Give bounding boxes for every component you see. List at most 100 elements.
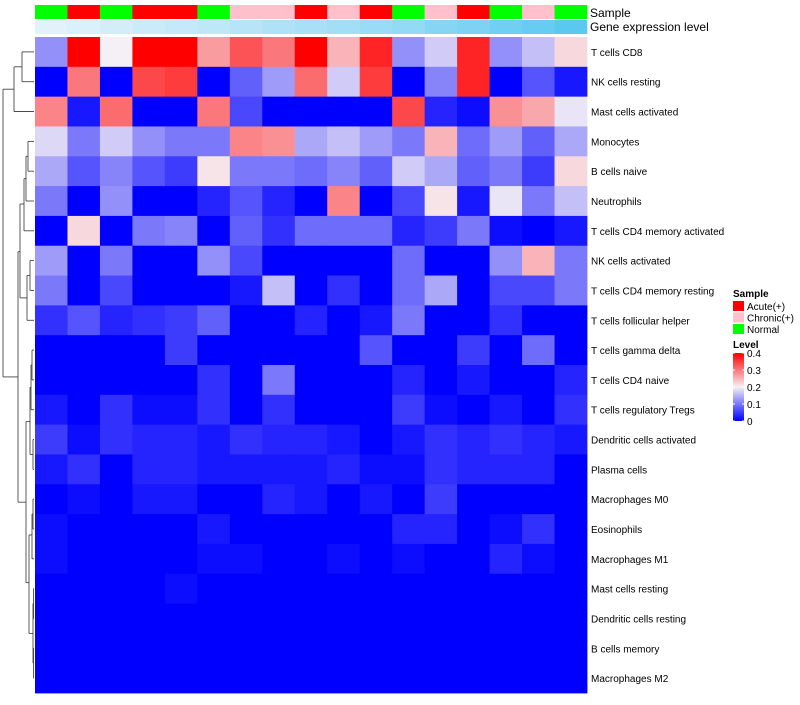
heatmap-cell: [35, 156, 68, 187]
heatmap-cell: [554, 335, 588, 366]
heatmap-cell: [457, 305, 490, 336]
heatmap-cell: [554, 573, 588, 604]
expression-annotation-cell: [164, 20, 198, 34]
heatmap-cell: [294, 335, 328, 366]
row-labels: T cells CD8 NK cells resting Mast cells ac…: [591, 48, 724, 685]
heatmap-cell: [99, 96, 133, 127]
sample-annotation-cell: [132, 5, 166, 19]
heatmap-cell: [457, 424, 490, 455]
sample-annotation-cell: [359, 5, 393, 19]
heatmap-cell: [99, 424, 133, 455]
heatmap-cell: [554, 245, 588, 276]
heatmap-cell: [197, 37, 231, 68]
heatmap-cell: [132, 156, 166, 187]
heatmap-cell: [522, 335, 555, 366]
sample-annotation-cell: [522, 5, 555, 19]
heatmap-cell: [554, 186, 588, 217]
heatmap-cell: [132, 245, 166, 276]
expression-annotation-cell: [294, 20, 328, 34]
row-label: NK cells resting: [591, 78, 660, 89]
heatmap-cell: [457, 484, 490, 515]
row-label: T cells CD4 memory activated: [591, 227, 724, 238]
heatmap-cell: [392, 365, 426, 396]
heatmap-cell: [164, 454, 198, 485]
heatmap-cell: [424, 66, 458, 98]
heatmap-cell: [99, 603, 133, 634]
legend: Sample Level Acute(+)Chronic(+)Normal 0.…: [733, 289, 794, 428]
heatmap-cell: [294, 96, 328, 127]
heatmap-cell: [262, 126, 296, 157]
heatmap-cell: [164, 245, 198, 276]
heatmap-cell: [522, 663, 555, 694]
heatmap-cell: [197, 156, 231, 187]
heatmap-cell: [327, 394, 361, 426]
heatmap-cell: [229, 484, 263, 515]
heatmap-cell: [392, 633, 426, 664]
expression-annotation-cell: [262, 20, 296, 34]
heatmap-cell: [359, 424, 393, 455]
heatmap-cell: [522, 126, 555, 157]
heatmap-cell: [522, 66, 555, 98]
heatmap-cell: [489, 424, 523, 455]
annotation-labels: Sample Gene expression level: [590, 6, 709, 34]
heatmap-cell: [229, 126, 263, 157]
row-label: T cells follicular helper: [591, 316, 690, 327]
legend-level-gradient: [733, 353, 744, 421]
heatmap-cell: [35, 484, 68, 515]
legend-sample-label: Chronic(+): [747, 314, 794, 325]
heatmap-cell: [489, 156, 523, 187]
heatmap-cell: [67, 275, 101, 306]
heatmap-cell: [262, 424, 296, 455]
heatmap-cell: [359, 663, 393, 694]
heatmap-cell: [197, 66, 231, 98]
heatmap-cell: [132, 514, 166, 545]
heatmap-cell: [359, 275, 393, 306]
heatmap-cell: [229, 156, 263, 187]
heatmap-cell: [99, 484, 133, 515]
heatmap-cell: [457, 573, 490, 604]
heatmap-cell: [67, 96, 101, 127]
heatmap-cell: [327, 96, 361, 127]
heatmap-cell: [457, 66, 490, 98]
heatmap-cell: [99, 37, 133, 68]
heatmap-cell: [522, 543, 555, 575]
heatmap-cell: [327, 66, 361, 98]
heatmap-cell: [392, 335, 426, 366]
heatmap-cell: [164, 156, 198, 187]
heatmap-cell: [424, 126, 458, 157]
heatmap-cell: [554, 96, 588, 127]
heatmap-cell: [132, 543, 166, 575]
heatmap-cell: [294, 454, 328, 485]
heatmap-cell: [67, 156, 101, 187]
heatmap-cell: [67, 543, 101, 575]
heatmap-cell: [327, 186, 361, 217]
heatmap-cell: [522, 484, 555, 515]
expression-annotation-cell: [392, 20, 425, 34]
heatmap-cell: [262, 543, 296, 575]
heatmap-cell: [294, 543, 328, 575]
heatmap-cell: [294, 484, 328, 515]
legend-sample-title: Sample: [733, 289, 769, 300]
legend-level-colorbar: 0.4 0.3 0.2 0.1 0: [733, 349, 761, 428]
heatmap-cell: [132, 633, 166, 664]
heatmap-cell: [424, 514, 458, 545]
heatmap-cell: [359, 305, 393, 336]
expression-annotation-cell: [554, 20, 588, 34]
heatmap-cell: [99, 126, 133, 157]
heatmap-cell: [392, 126, 426, 157]
heatmap-cell: [229, 424, 263, 455]
annotation-label-sample: Sample: [590, 6, 631, 20]
row-label: Mast cells activated: [591, 108, 678, 119]
heatmap-cell: [424, 245, 458, 276]
heatmap-cell: [197, 573, 231, 604]
heatmap-cell: [294, 126, 328, 157]
heatmap-cell: [489, 126, 523, 157]
row-label: Mast cells resting: [591, 585, 668, 596]
heatmap-cell: [294, 424, 328, 455]
heatmap-cell: [67, 394, 101, 426]
heatmap-cell: [99, 663, 133, 694]
heatmap-cell: [359, 186, 393, 217]
heatmap-cell: [489, 514, 523, 545]
heatmap-cell: [554, 543, 588, 575]
